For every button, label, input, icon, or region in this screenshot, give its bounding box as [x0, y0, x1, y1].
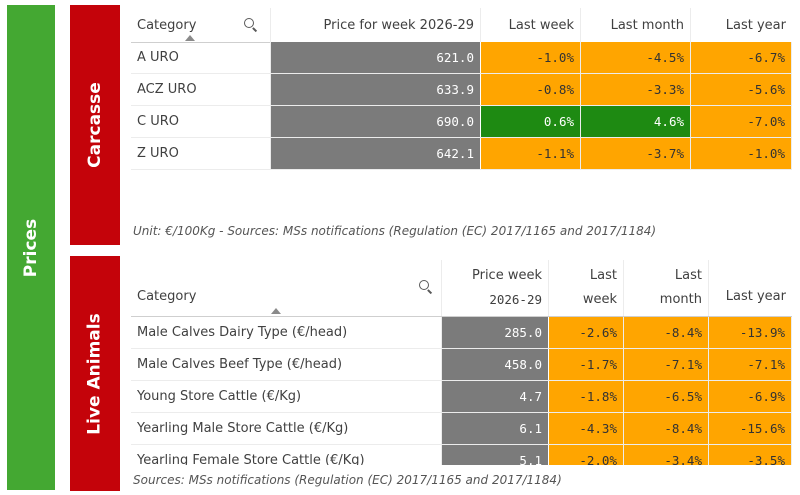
- price-column-header[interactable]: Price week 2026-29: [442, 260, 549, 316]
- table-row[interactable]: Yearling Female Store Cattle (€/Kg) 5.1 …: [131, 445, 792, 465]
- row-last-week: -2.6%: [549, 317, 624, 348]
- row-last-year: -3.5%: [709, 445, 792, 465]
- search-icon[interactable]: [244, 18, 258, 32]
- last-month-header-line1: Last: [674, 268, 702, 283]
- row-category: Yearling Male Store Cattle (€/Kg): [131, 413, 442, 444]
- row-last-year: -1.0%: [691, 138, 792, 169]
- row-price: 642.1: [271, 138, 481, 169]
- category-header-label: Category: [137, 289, 197, 304]
- last-year-header-label: Last year: [725, 289, 786, 304]
- row-last-week: -1.1%: [481, 138, 581, 169]
- live-header-row: Category Price week 2026-29 Last week La…: [131, 260, 792, 317]
- table-row[interactable]: Yearling Male Store Cattle (€/Kg) 6.1 -4…: [131, 413, 792, 445]
- live-animals-label: Live Animals: [85, 312, 106, 435]
- last-week-column-header[interactable]: Last week: [549, 260, 624, 316]
- table-row[interactable]: ACZ URO 633.9 -0.8% -3.3% -5.6%: [131, 74, 792, 106]
- row-price: 633.9: [271, 74, 481, 105]
- carcasse-header-row: Category Price for week 2026-29 Last wee…: [131, 8, 792, 43]
- carcasse-source-note: Unit: €/100Kg - Sources: MSs notificatio…: [133, 224, 657, 238]
- row-last-month: -8.4%: [624, 413, 709, 444]
- last-month-column-header[interactable]: Last month: [581, 8, 691, 42]
- row-price: 690.0: [271, 106, 481, 137]
- prices-sidebar[interactable]: Prices: [7, 5, 55, 490]
- row-price: 6.1: [442, 413, 549, 444]
- table-row[interactable]: C URO 690.0 0.6% 4.6% -7.0%: [131, 106, 792, 138]
- row-category: Male Calves Beef Type (€/head): [131, 349, 442, 380]
- search-icon[interactable]: [419, 280, 433, 294]
- prices-label: Prices: [21, 218, 41, 277]
- sort-ascending-icon[interactable]: [271, 308, 281, 314]
- live-animals-section-bar[interactable]: Live Animals: [70, 256, 120, 491]
- row-category: Young Store Cattle (€/Kg): [131, 381, 442, 412]
- category-column-header[interactable]: Category: [131, 260, 442, 316]
- table-row[interactable]: Male Calves Dairy Type (€/head) 285.0 -2…: [131, 317, 792, 349]
- row-price: 621.0: [271, 42, 481, 73]
- row-category: Z URO: [131, 138, 271, 169]
- last-week-column-header[interactable]: Last week: [481, 8, 581, 42]
- row-category: A URO: [131, 42, 271, 73]
- row-last-week: 0.6%: [481, 106, 581, 137]
- row-last-month: -7.1%: [624, 349, 709, 380]
- row-category: Male Calves Dairy Type (€/head): [131, 317, 442, 348]
- row-price: 285.0: [442, 317, 549, 348]
- row-last-year: -7.0%: [691, 106, 792, 137]
- price-header-line1: Price week: [471, 268, 542, 283]
- category-header-label: Category: [137, 17, 197, 33]
- row-category: C URO: [131, 106, 271, 137]
- row-category: Yearling Female Store Cattle (€/Kg): [131, 445, 442, 465]
- live-animals-source-note: Sources: MSs notifications (Regulation (…: [133, 473, 562, 487]
- last-week-header-label: Last week: [508, 17, 574, 33]
- row-last-year: -6.9%: [709, 381, 792, 412]
- row-price: 4.7: [442, 381, 549, 412]
- price-header-line2: 2026-29: [489, 292, 542, 307]
- row-last-month: -6.5%: [624, 381, 709, 412]
- row-last-month: -3.4%: [624, 445, 709, 465]
- row-last-week: -1.0%: [481, 42, 581, 73]
- last-year-header-label: Last year: [725, 17, 786, 33]
- row-price: 458.0: [442, 349, 549, 380]
- row-last-month: -4.5%: [581, 42, 691, 73]
- last-month-column-header[interactable]: Last month: [624, 260, 709, 316]
- carcasse-label: Carcasse: [85, 82, 105, 168]
- row-last-year: -5.6%: [691, 74, 792, 105]
- table-row[interactable]: Z URO 642.1 -1.1% -3.7% -1.0%: [131, 138, 792, 170]
- table-row[interactable]: Young Store Cattle (€/Kg) 4.7 -1.8% -6.5…: [131, 381, 792, 413]
- row-last-month: -3.7%: [581, 138, 691, 169]
- live-animals-table: Category Price week 2026-29 Last week La…: [131, 260, 792, 465]
- sort-ascending-icon[interactable]: [185, 35, 195, 41]
- last-year-column-header[interactable]: Last year: [709, 260, 792, 316]
- row-last-week: -1.8%: [549, 381, 624, 412]
- row-last-month: 4.6%: [581, 106, 691, 137]
- price-header-label: Price for week 2026-29: [323, 17, 474, 33]
- table-row[interactable]: Male Calves Beef Type (€/head) 458.0 -1.…: [131, 349, 792, 381]
- last-year-column-header[interactable]: Last year: [691, 8, 792, 42]
- last-month-header-label: Last month: [610, 17, 684, 33]
- row-category: ACZ URO: [131, 74, 271, 105]
- row-last-month: -8.4%: [624, 317, 709, 348]
- table-row[interactable]: A URO 621.0 -1.0% -4.5% -6.7%: [131, 42, 792, 74]
- row-last-month: -3.3%: [581, 74, 691, 105]
- row-last-year: -7.1%: [709, 349, 792, 380]
- row-last-year: -6.7%: [691, 42, 792, 73]
- last-week-header-line2: week: [582, 292, 617, 307]
- row-price: 5.1: [442, 445, 549, 465]
- carcasse-section-bar[interactable]: Carcasse: [70, 5, 120, 245]
- row-last-week: -0.8%: [481, 74, 581, 105]
- carcasse-table: Category Price for week 2026-29 Last wee…: [131, 8, 792, 172]
- last-week-header-line1: Last: [589, 268, 617, 283]
- row-last-week: -1.7%: [549, 349, 624, 380]
- category-column-header[interactable]: Category: [131, 8, 271, 42]
- last-month-header-line2: month: [659, 292, 702, 307]
- row-last-year: -15.6%: [709, 413, 792, 444]
- row-last-year: -13.9%: [709, 317, 792, 348]
- price-column-header[interactable]: Price for week 2026-29: [271, 8, 481, 42]
- row-last-week: -2.0%: [549, 445, 624, 465]
- row-last-week: -4.3%: [549, 413, 624, 444]
